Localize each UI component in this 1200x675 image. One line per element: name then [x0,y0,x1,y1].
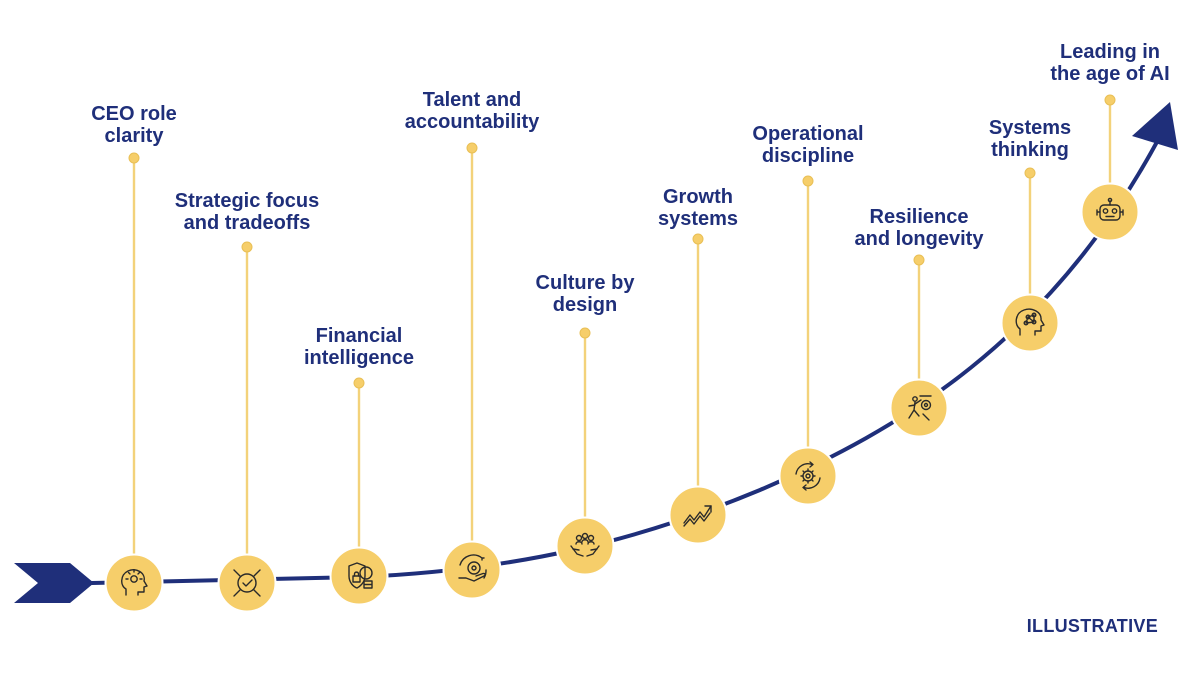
milestone-dot [466,142,478,154]
idea-head-icon [121,569,148,596]
focus-check-icon [233,569,261,597]
people-hands-icon [570,532,600,557]
gear-cycle-icon [795,461,821,491]
milestone-node [104,553,164,613]
milestone-label-line2: systems [657,208,739,230]
milestone-label-line1: Culture by [535,272,635,294]
milestone-dot [353,377,365,389]
milestone-node [442,540,502,600]
arrow-head-icon [1132,102,1178,150]
milestone-dot [1024,167,1036,179]
milestone-dot [128,152,140,164]
milestone-label-line1: Growth [663,186,733,208]
milestone-label-line2: discipline [761,145,855,167]
milestone-10 [1080,94,1140,242]
milestone-9 [1000,167,1060,353]
milestone-label: Operational discipline [752,123,863,167]
milestone-label-line1: Operational [752,123,864,145]
milestone-label: Talent and accountability [405,89,539,133]
milestone-label-line1: Talent and [422,89,522,111]
milestone-label: Resilience and longevity [855,206,984,250]
milestone-node [555,516,615,576]
milestone-7 [778,175,838,506]
milestone-1 [104,152,164,613]
milestone-label-line2: the age of AI [1050,63,1170,85]
milestone-label-line1: Strategic focus [174,190,320,212]
milestone-label-line2: accountability [404,111,540,133]
milestone-label-line2: and longevity [854,228,984,250]
robot-icon [1096,197,1124,221]
milestone-dot [802,175,814,187]
milestone-label: Strategic focus and tradeoffs [175,190,319,234]
milestone-2 [217,241,277,613]
milestone-label-line2: design [552,294,618,316]
milestone-8 [889,254,949,438]
milestone-label: CEO role clarity [91,103,177,147]
milestone-label: Culture by design [536,272,635,316]
milestone-node [778,446,838,506]
illustrative-note: ILLUSTRATIVE [1026,616,1158,636]
milestone-label: Growth systems [658,186,738,230]
milestone-dot [241,241,253,253]
brain-network-icon [1015,308,1045,336]
milestone-dot [913,254,925,266]
milestone-label-line2: thinking [991,139,1069,161]
milestone-label-line2: intelligence [303,347,415,369]
hand-gear-icon [458,554,487,582]
milestone-label-line1: Systems [988,117,1072,139]
milestone-label-line1: Leading in [1060,41,1160,63]
milestone-3 [329,377,389,606]
shield-coins-icon [348,562,373,589]
milestone-node [217,553,277,613]
milestone-4 [442,142,502,600]
tail-chevron-icon [14,563,94,603]
milestone-label-line1: CEO role [91,103,177,125]
milestone-label: Leading in the age of AI [1050,41,1169,85]
climbing-icon [908,395,932,421]
milestone-label: Financial intelligence [304,325,414,369]
growth-arrow-icon [683,505,712,527]
milestone-node [889,378,949,438]
milestone-label-line1: Resilience [869,206,969,228]
milestone-label: Systems thinking [989,117,1071,161]
milestone-label-line1: Financial [315,325,403,347]
milestone-5 [555,327,615,576]
milestone-label-line2: clarity [104,125,164,147]
milestone-6 [668,233,728,545]
milestone-dot [579,327,591,339]
milestone-dot [692,233,704,245]
milestone-node [1080,182,1140,242]
milestone-dot [1104,94,1116,106]
milestone-label-line2: and tradeoffs [183,212,311,234]
